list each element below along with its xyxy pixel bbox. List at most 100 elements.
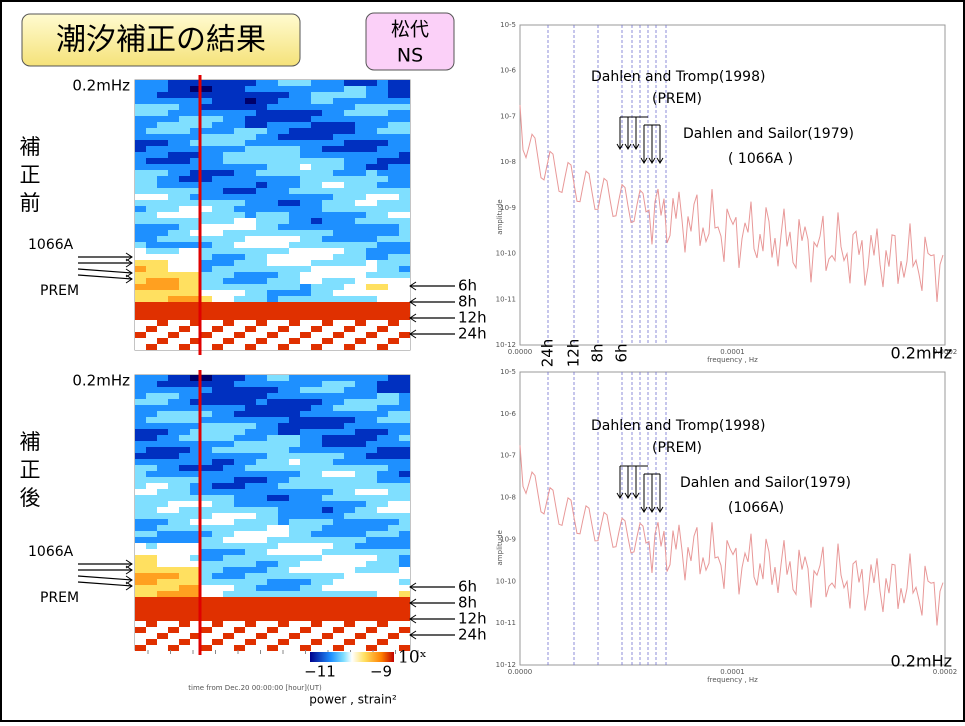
heatmap-cell bbox=[366, 284, 377, 290]
heatmap-cell bbox=[289, 302, 300, 308]
heatmap-cell bbox=[289, 116, 300, 122]
heatmap-cell bbox=[267, 284, 278, 290]
heatmap-cell bbox=[289, 399, 300, 405]
heatmap-cell bbox=[135, 435, 146, 441]
heatmap-cell bbox=[256, 531, 267, 537]
heatmap-cell bbox=[201, 176, 212, 182]
heatmap-cell bbox=[168, 128, 179, 134]
heatmap-cell bbox=[355, 128, 366, 134]
heatmap-cell bbox=[157, 567, 168, 573]
heatmap-cell bbox=[223, 615, 234, 621]
heatmap-cell bbox=[267, 116, 278, 122]
heatmap-cell bbox=[245, 591, 256, 597]
heatmap-cell bbox=[344, 134, 355, 140]
heatmap-cell bbox=[179, 591, 190, 597]
heatmap-cell bbox=[190, 302, 201, 308]
heatmap-cell bbox=[300, 248, 311, 254]
heatmap-cell bbox=[201, 567, 212, 573]
heatmap-cell bbox=[399, 152, 410, 158]
heatmap-cell bbox=[278, 242, 289, 248]
heatmap-cell bbox=[311, 92, 322, 98]
heatmap-cell bbox=[201, 591, 212, 597]
heatmap-cell bbox=[245, 188, 256, 194]
heatmap-cell bbox=[300, 411, 311, 417]
heatmap-cell bbox=[135, 459, 146, 465]
heatmap-cell bbox=[344, 92, 355, 98]
heatmap-cell bbox=[388, 549, 399, 555]
heatmap-cell bbox=[344, 176, 355, 182]
heatmap-cell bbox=[267, 194, 278, 200]
heatmap-cell bbox=[146, 471, 157, 477]
heatmap-cell bbox=[179, 116, 190, 122]
heatmap-cell bbox=[377, 567, 388, 573]
heatmap-cell bbox=[344, 128, 355, 134]
heatmap-cell bbox=[322, 326, 333, 332]
heatmap-cell bbox=[190, 182, 201, 188]
heatmap-cell bbox=[366, 116, 377, 122]
heatmap-cell bbox=[212, 639, 223, 645]
heatmap-cell bbox=[223, 254, 234, 260]
heatmap-cell bbox=[245, 236, 256, 242]
heatmap-cell bbox=[388, 152, 399, 158]
heatmap-cell bbox=[146, 224, 157, 230]
heatmap-cell bbox=[300, 80, 311, 86]
heatmap-cell bbox=[344, 477, 355, 483]
heatmap-cell bbox=[146, 429, 157, 435]
heatmap-cell bbox=[157, 182, 168, 188]
heatmap-cell bbox=[157, 579, 168, 585]
model2: Dahlen and Sailor(1979) bbox=[680, 475, 851, 491]
heatmap-cell bbox=[300, 453, 311, 459]
heatmap-cell bbox=[300, 609, 311, 615]
heatmap-cell bbox=[212, 435, 223, 441]
heatmap-cell bbox=[322, 579, 333, 585]
heatmap-cell bbox=[256, 176, 267, 182]
heatmap-cell bbox=[157, 633, 168, 639]
heatmap-cell bbox=[201, 525, 212, 531]
heatmap-cell bbox=[278, 411, 289, 417]
heatmap-cell bbox=[333, 176, 344, 182]
heatmap-cell bbox=[278, 465, 289, 471]
heatmap-cell bbox=[168, 152, 179, 158]
heatmap-cell bbox=[355, 447, 366, 453]
heatmap-cell bbox=[179, 507, 190, 513]
heatmap-cell bbox=[300, 296, 311, 302]
heatmap-cell bbox=[311, 116, 322, 122]
heatmap-cell bbox=[355, 212, 366, 218]
heatmap-cell bbox=[322, 230, 333, 236]
heatmap-cell bbox=[135, 86, 146, 92]
heatmap-cell bbox=[157, 543, 168, 549]
heatmap-cell bbox=[135, 627, 146, 633]
heatmap-cell bbox=[168, 399, 179, 405]
heatmap-cell bbox=[267, 567, 278, 573]
heatmap-cell bbox=[245, 381, 256, 387]
heatmap-cell bbox=[289, 338, 300, 344]
heatmap-cell bbox=[388, 387, 399, 393]
heatmap-cell bbox=[267, 447, 278, 453]
heatmap-cell bbox=[135, 405, 146, 411]
heatmap-cell bbox=[190, 621, 201, 627]
heatmap-cell bbox=[300, 230, 311, 236]
heatmap-cell bbox=[157, 495, 168, 501]
heatmap-cell bbox=[278, 164, 289, 170]
heatmap-cell bbox=[333, 128, 344, 134]
heatmap-cell bbox=[388, 537, 399, 543]
heatmap-cell bbox=[157, 146, 168, 152]
heatmap-cell bbox=[245, 405, 256, 411]
heatmap-cell bbox=[388, 591, 399, 597]
heatmap-cell bbox=[267, 495, 278, 501]
heatmap-cell bbox=[190, 549, 201, 555]
heatmap-cell bbox=[322, 435, 333, 441]
heatmap-cell bbox=[388, 429, 399, 435]
heatmap-cell bbox=[366, 146, 377, 152]
heatmap-cell bbox=[245, 399, 256, 405]
heatmap-cell bbox=[333, 236, 344, 242]
heatmap-cell bbox=[146, 441, 157, 447]
heatmap-cell bbox=[201, 242, 212, 248]
heatmap-cell bbox=[256, 224, 267, 230]
heatmap-cell bbox=[278, 513, 289, 519]
heatmap-cell bbox=[146, 92, 157, 98]
heatmap-cell bbox=[300, 116, 311, 122]
heatmap-cell bbox=[377, 447, 388, 453]
heatmap-cell bbox=[289, 254, 300, 260]
heatmap-cell bbox=[179, 338, 190, 344]
